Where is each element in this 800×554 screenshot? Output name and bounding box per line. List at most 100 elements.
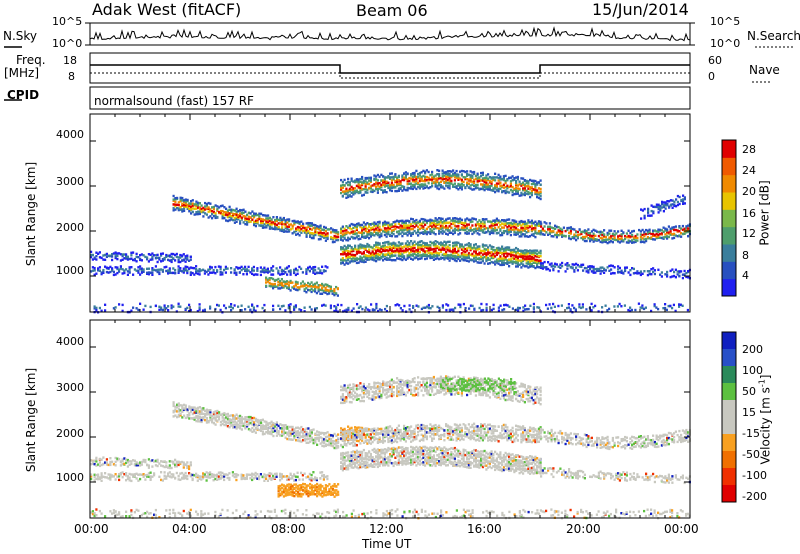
echo-cell	[404, 224, 407, 228]
echo-cell	[515, 231, 518, 234]
echo-cell	[312, 269, 315, 273]
echo-cell	[279, 216, 282, 220]
echo-cell	[160, 464, 163, 467]
echo-cell	[617, 265, 620, 268]
echo-cell	[219, 420, 222, 424]
echo-cell	[509, 180, 512, 183]
echo-cell	[371, 184, 374, 187]
echo-cell	[417, 249, 420, 252]
echo-cell	[300, 430, 303, 434]
echo-cell	[144, 460, 147, 464]
echo-cell	[181, 254, 184, 257]
echo-cell	[487, 248, 490, 252]
echo-cell	[370, 303, 373, 306]
echo-cell	[431, 222, 434, 225]
echo-cell	[502, 223, 505, 226]
echo-cell	[422, 253, 425, 256]
power-ytick-4000: 4000	[56, 128, 84, 141]
echo-cell	[611, 234, 614, 237]
echo-cell	[415, 224, 418, 227]
echo-cell	[188, 204, 191, 208]
echo-cell	[443, 254, 446, 257]
echo-cell	[268, 270, 271, 273]
echo-cell	[281, 220, 284, 224]
echo-cell	[499, 175, 502, 178]
echo-cell	[350, 235, 353, 239]
echo-cell	[527, 262, 530, 266]
echo-cell	[242, 267, 245, 270]
echo-cell	[261, 433, 264, 436]
echo-cell	[286, 437, 289, 441]
echo-cell	[364, 188, 367, 191]
echo-cell	[226, 412, 229, 416]
echo-cell	[93, 305, 96, 308]
echo-cell	[282, 216, 285, 220]
echo-cell	[401, 219, 404, 222]
echo-cell	[509, 251, 512, 254]
echo-cell	[561, 233, 564, 237]
echo-cell	[158, 272, 161, 276]
power-band-late	[640, 194, 686, 220]
echo-cell	[95, 458, 98, 461]
echo-cell	[154, 254, 157, 257]
echo-cell	[453, 247, 456, 251]
echo-cell	[281, 431, 284, 435]
echo-cell	[308, 270, 311, 273]
echo-cell	[190, 200, 193, 203]
echo-cell	[516, 192, 519, 195]
echo-cell	[629, 273, 632, 277]
echo-cell	[355, 252, 358, 255]
echo-cell	[205, 412, 208, 415]
echo-cell	[443, 230, 446, 233]
echo-cell	[362, 235, 365, 238]
echo-cell	[359, 191, 362, 194]
echo-cell	[520, 259, 523, 262]
echo-cell	[146, 258, 149, 261]
echo-cell	[316, 436, 319, 440]
echo-cell	[478, 222, 481, 226]
echo-cell	[179, 409, 182, 412]
echo-cell	[432, 181, 435, 184]
echo-cell	[291, 281, 294, 284]
echo-cell	[506, 259, 509, 262]
echo-cell	[406, 224, 409, 227]
echo-cell	[532, 265, 535, 268]
echo-cell	[258, 423, 261, 426]
echo-cell	[525, 308, 528, 311]
echo-cell	[403, 257, 406, 260]
echo-cell	[516, 230, 519, 233]
echo-cell	[209, 414, 212, 418]
echo-cell	[240, 209, 243, 212]
echo-cell	[253, 216, 256, 219]
echo-cell	[268, 278, 271, 282]
echo-cell	[415, 169, 418, 173]
echo-cell	[415, 242, 418, 246]
echo-cell	[552, 302, 555, 306]
echo-cell	[161, 252, 164, 255]
echo-cell	[361, 194, 364, 197]
echo-cell	[476, 174, 479, 177]
echo-cell	[434, 181, 437, 185]
echo-cell	[207, 409, 210, 412]
echo-cell	[107, 463, 110, 467]
echo-cell	[188, 310, 191, 313]
echo-cell	[439, 250, 442, 253]
echo-cell	[439, 256, 442, 259]
echo-cell	[471, 246, 474, 250]
echo-cell	[466, 224, 469, 228]
echo-cell	[520, 219, 523, 223]
echo-cell	[288, 434, 291, 438]
echo-cell	[245, 273, 248, 276]
echo-cell	[438, 252, 441, 255]
echo-cell	[509, 182, 512, 186]
echo-cell	[408, 254, 411, 257]
echo-cell	[362, 225, 365, 229]
echo-cell	[382, 191, 385, 194]
echo-cell	[361, 252, 364, 255]
echo-cell	[485, 252, 488, 255]
echo-cell	[345, 189, 348, 193]
echo-cell	[361, 307, 364, 311]
echo-cell	[410, 187, 413, 190]
echo-cell	[485, 185, 488, 188]
echo-cell	[149, 253, 152, 256]
